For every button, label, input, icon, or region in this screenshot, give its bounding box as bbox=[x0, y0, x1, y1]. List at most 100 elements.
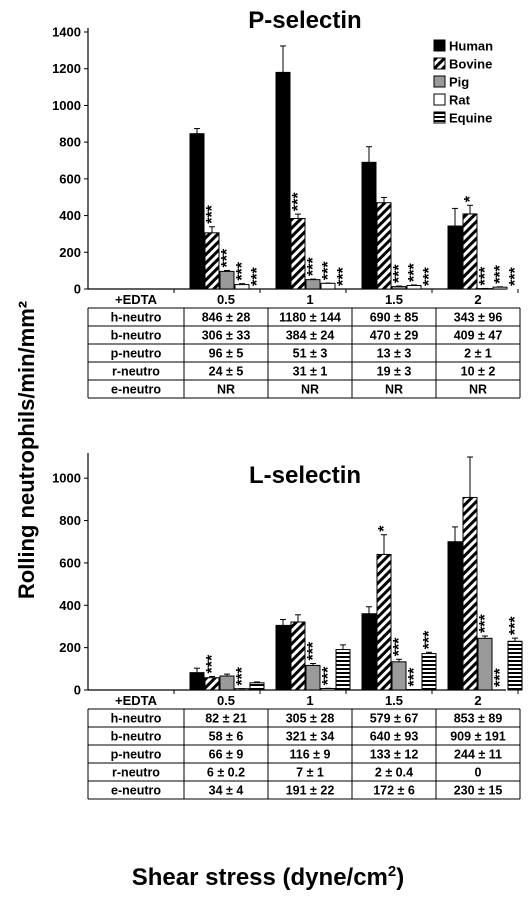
bar-bovine-2 bbox=[462, 496, 478, 691]
table-cell: 19 ± 3 bbox=[377, 365, 412, 379]
x-category-label: 1.5 bbox=[385, 693, 403, 708]
table-row-label: e-neutro bbox=[111, 784, 161, 798]
table-cell: 690 ± 85 bbox=[370, 311, 419, 325]
significance-stars: *** bbox=[204, 204, 221, 223]
bar-bovine-1-5 bbox=[376, 202, 392, 290]
chart-title: P-selectin bbox=[248, 7, 361, 34]
significance-stars: *** bbox=[219, 248, 236, 267]
table-cell: 244 ± 11 bbox=[454, 748, 502, 762]
significance-stars: *** bbox=[421, 267, 438, 286]
table-cell: NR bbox=[385, 383, 403, 397]
y-tick-label: 200 bbox=[59, 245, 81, 260]
table-row-label: r-neutro bbox=[112, 766, 160, 780]
x-category-label: 0.5 bbox=[217, 693, 235, 708]
table-row-label: p-neutro bbox=[111, 347, 162, 361]
table-cell: 10 ± 2 bbox=[461, 365, 496, 379]
table-cell: 305 ± 28 bbox=[286, 712, 335, 726]
x-category-label: 2 bbox=[474, 292, 481, 307]
x-category-label: 2 bbox=[474, 693, 481, 708]
significance-stars: * bbox=[462, 195, 479, 202]
table-cell: 191 ± 22 bbox=[286, 784, 335, 798]
table-row-label: h-neutro bbox=[111, 712, 162, 726]
x-category-label: +EDTA bbox=[115, 292, 158, 307]
bar-human-2 bbox=[447, 225, 463, 290]
significance-stars: *** bbox=[305, 641, 322, 660]
legend-swatch-human bbox=[433, 39, 446, 52]
table-row-label: h-neutro bbox=[111, 311, 162, 325]
bar-bovine-0-5 bbox=[204, 677, 220, 691]
bar-equine-1 bbox=[335, 649, 351, 691]
table-cell: NR bbox=[469, 383, 487, 397]
legend-swatch-equine bbox=[433, 111, 446, 124]
bar-pig-1-5 bbox=[391, 286, 407, 290]
table-cell: 909 ± 191 bbox=[450, 730, 506, 744]
x-category-label: 1.5 bbox=[385, 292, 403, 307]
table-cell: 470 ± 29 bbox=[370, 329, 419, 343]
table-cell: 306 ± 33 bbox=[202, 329, 251, 343]
table-cell: 96 ± 5 bbox=[209, 347, 244, 361]
bar-bovine-1-5 bbox=[376, 553, 392, 691]
table-cell: 34 ± 4 bbox=[209, 784, 244, 798]
table-row-label: b-neutro bbox=[111, 730, 162, 744]
bar-pig-0-5 bbox=[219, 675, 235, 691]
significance-stars: *** bbox=[391, 637, 408, 656]
legend-label-human: Human bbox=[449, 39, 493, 54]
x-axis-label-close: ) bbox=[396, 864, 404, 891]
significance-stars: *** bbox=[421, 630, 438, 649]
chart-title: L-selectin bbox=[249, 462, 361, 489]
y-tick-label: 800 bbox=[59, 513, 81, 528]
table-row-label: r-neutro bbox=[112, 365, 160, 379]
y-axis-label: Rolling neutrophils/min/mm² bbox=[14, 301, 39, 599]
bar-human-1-5 bbox=[361, 161, 377, 290]
legend-label-pig: Pig bbox=[449, 75, 469, 90]
significance-stars: *** bbox=[204, 654, 221, 673]
significance-stars: *** bbox=[320, 261, 337, 280]
x-axis-label-superscript: 2 bbox=[388, 863, 396, 880]
y-tick-label: 600 bbox=[59, 171, 81, 186]
x-category-label: 1 bbox=[306, 693, 313, 708]
table-cell: 31 ± 1 bbox=[293, 365, 328, 379]
bar-human-0-5 bbox=[189, 672, 205, 691]
x-axis-label: Shear stress (dyne/cm2) bbox=[132, 863, 404, 891]
significance-stars: *** bbox=[305, 257, 322, 276]
table-cell: 58 ± 6 bbox=[209, 730, 244, 744]
significance-stars: *** bbox=[477, 266, 494, 285]
significance-stars: *** bbox=[507, 616, 524, 635]
table-cell: 384 ± 24 bbox=[286, 329, 335, 343]
table-cell: 133 ± 12 bbox=[370, 748, 419, 762]
bar-rat-1 bbox=[320, 282, 336, 290]
y-tick-label: 0 bbox=[74, 683, 81, 698]
y-tick-label: 600 bbox=[59, 555, 81, 570]
x-category-label: +EDTA bbox=[115, 693, 158, 708]
p-selectin-table: +EDTA 0.5 1 1.5 2 h-neutro 846 ± 28 1180 ± 144 6… bbox=[87, 292, 521, 399]
table-cell: 24 ± 5 bbox=[209, 365, 244, 379]
table-cell: 853 ± 89 bbox=[454, 712, 503, 726]
y-tick-label: 400 bbox=[59, 208, 81, 223]
table-cell: 6 ± 0.2 bbox=[207, 766, 245, 780]
table-cell: 321 ± 34 bbox=[286, 730, 335, 744]
table-row-label: b-neutro bbox=[111, 329, 162, 343]
table-cell: 1180 ± 144 bbox=[279, 311, 341, 325]
significance-stars: *** bbox=[492, 264, 509, 283]
table-cell: 51 ± 3 bbox=[293, 347, 328, 361]
y-tick-label: 400 bbox=[59, 598, 81, 613]
bar-equine-2 bbox=[507, 640, 523, 691]
table-cell: 2 ± 0.4 bbox=[375, 766, 413, 780]
significance-stars: *** bbox=[320, 666, 337, 685]
bar-bovine-1 bbox=[290, 621, 306, 691]
table-cell: 343 ± 96 bbox=[454, 311, 503, 325]
bar-pig-2 bbox=[477, 637, 493, 691]
bar-human-1 bbox=[275, 624, 291, 691]
table-cell: NR bbox=[217, 383, 235, 397]
table-cell: 579 ± 67 bbox=[370, 712, 419, 726]
bar-human-1 bbox=[275, 71, 291, 290]
y-tick-label: 1000 bbox=[52, 471, 81, 486]
legend-label-equine: Equine bbox=[449, 111, 492, 126]
significance-stars: *** bbox=[477, 614, 494, 633]
bar-human-1-5 bbox=[361, 613, 377, 691]
y-tick-label: 200 bbox=[59, 640, 81, 655]
legend-swatch-pig bbox=[433, 75, 446, 88]
bar-pig-1-5 bbox=[391, 661, 407, 691]
y-tick-label: 800 bbox=[59, 135, 81, 150]
legend-label-rat: Rat bbox=[449, 93, 471, 108]
